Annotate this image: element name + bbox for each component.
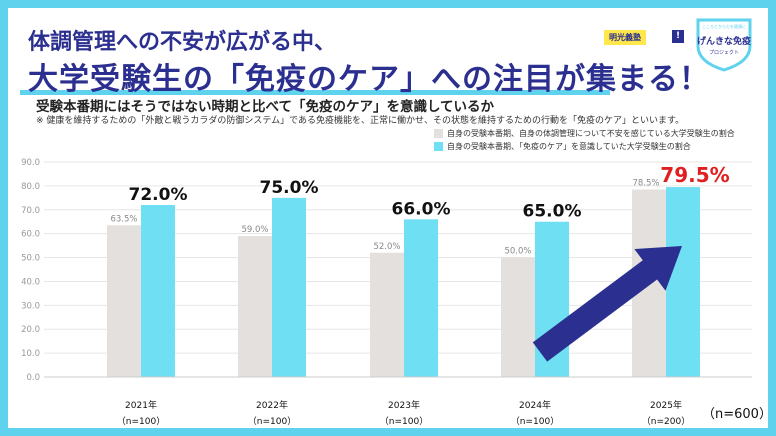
data-label-series1: 78.5%	[632, 178, 659, 188]
meiko-badge: 明光義塾	[604, 30, 646, 45]
y-tick-label: 30.0	[21, 301, 40, 311]
headline-line1: 体調管理への不安が広がる中、	[28, 30, 337, 55]
legend-label: 自身の受験本番期、「免疫のケア」を意識していた大学受験生の割合	[447, 142, 691, 151]
y-tick-label: 20.0	[21, 325, 40, 335]
y-tick-label: 10.0	[21, 349, 40, 359]
genki-meneki-logo: こころとからだを健康に げんきな免疫 プロジェクト	[696, 18, 752, 72]
x-sample-label: （n=100）	[380, 416, 428, 427]
x-sample-label: （n=100）	[248, 416, 296, 427]
legend-swatch	[434, 142, 443, 151]
data-label-series1: 63.5%	[110, 214, 137, 224]
x-tick-label: 2022年	[256, 399, 288, 411]
data-label-series2: 72.0%	[129, 185, 188, 205]
legend-swatch	[434, 129, 443, 138]
bar-series1	[501, 257, 535, 377]
bar-series2	[666, 187, 700, 377]
definition-note: ※ 健康を維持するための「外敵と戦うカラダの防御システム」である免疫機能を、正常…	[36, 116, 685, 126]
headline-underline	[20, 90, 610, 95]
legend-item-series2: 自身の受験本番期、「免疫のケア」を意識していた大学受験生の割合	[434, 141, 691, 152]
legend-item-series1: 自身の受験本番期、自身の体調管理について不安を感じている大学受験生の割合	[434, 128, 735, 139]
bar-series2	[141, 205, 175, 377]
x-sample-label: （n=100）	[511, 416, 559, 427]
data-label-series1: 59.0%	[241, 225, 268, 235]
data-label-series2: 79.5%	[660, 163, 729, 187]
y-tick-label: 40.0	[21, 277, 40, 287]
bar-series2	[404, 219, 438, 377]
y-tick-label: 50.0	[21, 254, 40, 264]
logo-name: げんきな免疫	[697, 35, 751, 47]
bar-series1	[107, 225, 141, 377]
bar-series2	[272, 197, 306, 377]
logo-arc-text: こころとからだを健康に	[702, 23, 746, 29]
y-tick-label: 0.0	[26, 373, 40, 383]
badge-exclamation: !	[672, 30, 684, 43]
headline-line2: 大学受験生の「免疫のケア」への注目が集まる！	[28, 62, 710, 97]
y-tick-label: 80.0	[21, 182, 40, 192]
legend-label: 自身の受験本番期、自身の体調管理について不安を感じている大学受験生の割合	[447, 129, 735, 138]
bar-series1	[370, 252, 404, 377]
data-label-series1: 52.0%	[373, 242, 400, 252]
total-sample-size: （n=600）	[702, 407, 772, 422]
x-sample-label: （n=200）	[642, 416, 690, 427]
y-tick-label: 60.0	[21, 230, 40, 240]
data-label-series2: 75.0%	[260, 178, 319, 198]
x-tick-label: 2021年	[125, 399, 157, 411]
data-label-series1: 50.0%	[504, 247, 531, 257]
bar-series1	[238, 236, 272, 377]
trend-arrow	[532, 246, 682, 362]
y-tick-label: 70.0	[21, 206, 40, 216]
y-tick-label: 90.0	[21, 158, 40, 168]
x-tick-label: 2023年	[388, 399, 420, 411]
x-tick-label: 2025年	[650, 399, 682, 411]
x-tick-label: 2024年	[519, 399, 551, 411]
x-sample-label: （n=100）	[117, 416, 165, 427]
data-label-series2: 66.0%	[392, 199, 451, 219]
data-label-series2: 65.0%	[523, 202, 582, 222]
logo-sub: プロジェクト	[709, 50, 739, 56]
chart-subtitle: 受験本番期にはそうではない時期と比べて「免疫のケア」を意識しているか	[36, 99, 495, 115]
